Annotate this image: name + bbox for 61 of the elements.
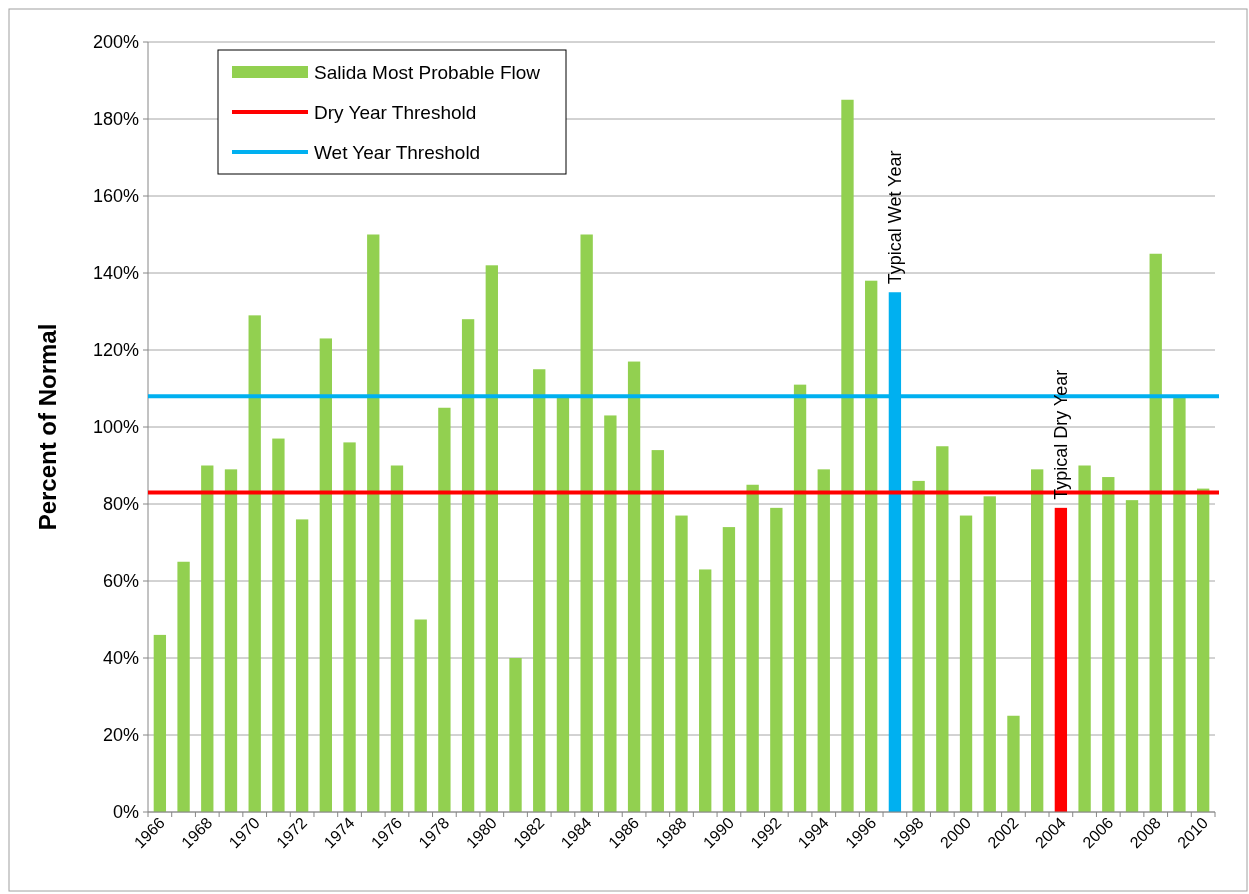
y-tick-label: 20%: [102, 725, 139, 746]
bar: [153, 634, 167, 812]
bar: [1078, 465, 1091, 812]
bar: [1007, 715, 1020, 812]
bar: [343, 442, 356, 812]
bar: [580, 234, 593, 812]
bar: [699, 569, 712, 812]
bar: [959, 515, 973, 812]
y-tick-label: 120%: [92, 340, 139, 361]
legend-label: Wet Year Threshold: [314, 141, 481, 163]
bar: [983, 496, 996, 812]
bar: [367, 234, 380, 812]
y-tick-label: 0%: [112, 802, 139, 823]
bar: [1054, 507, 1068, 812]
bar: [936, 446, 949, 812]
bar: [1102, 477, 1115, 812]
y-tick-label: 160%: [92, 186, 139, 207]
bar: [414, 619, 427, 812]
annotation: Typical Dry Year: [1050, 369, 1071, 500]
bar: [177, 561, 190, 812]
y-tick-label: 100%: [92, 417, 139, 438]
annotation: Typical Wet Year: [884, 150, 905, 285]
y-tick-label: 180%: [92, 109, 139, 130]
bar: [509, 658, 522, 812]
bar: [1031, 469, 1044, 812]
bar: [865, 280, 878, 812]
bar: [319, 338, 332, 812]
bar: [793, 384, 807, 812]
bar: [485, 265, 498, 812]
y-tick-label: 140%: [92, 263, 139, 284]
legend-label: Salida Most Probable Flow: [314, 61, 541, 83]
bar: [224, 469, 238, 812]
bar: [1196, 488, 1210, 812]
bar: [556, 396, 570, 812]
bar: [675, 515, 688, 812]
y-axis-title: Percent of Normal: [34, 323, 61, 531]
bar: [912, 480, 925, 812]
bar: [295, 519, 309, 812]
bar: [1173, 396, 1186, 812]
bar: [1125, 500, 1139, 812]
y-tick-label: 200%: [92, 32, 139, 53]
bar: [438, 407, 451, 812]
legend-label: Dry Year Threshold: [314, 101, 477, 123]
y-tick-label: 40%: [102, 648, 139, 669]
bar: [604, 415, 617, 812]
y-tick-label: 80%: [102, 494, 139, 515]
bar: [272, 438, 285, 812]
bar: [533, 369, 546, 812]
bar: [770, 507, 783, 812]
bar: [841, 99, 854, 812]
bar: [390, 465, 404, 812]
bar: [651, 450, 664, 812]
bar: [201, 465, 214, 812]
bar: [461, 319, 475, 812]
bar: [627, 361, 641, 812]
bar: [722, 527, 736, 812]
bar: [817, 469, 830, 812]
y-tick-label: 60%: [102, 571, 139, 592]
bar: [1149, 253, 1162, 812]
bar: [746, 484, 759, 812]
bar: [248, 315, 261, 812]
